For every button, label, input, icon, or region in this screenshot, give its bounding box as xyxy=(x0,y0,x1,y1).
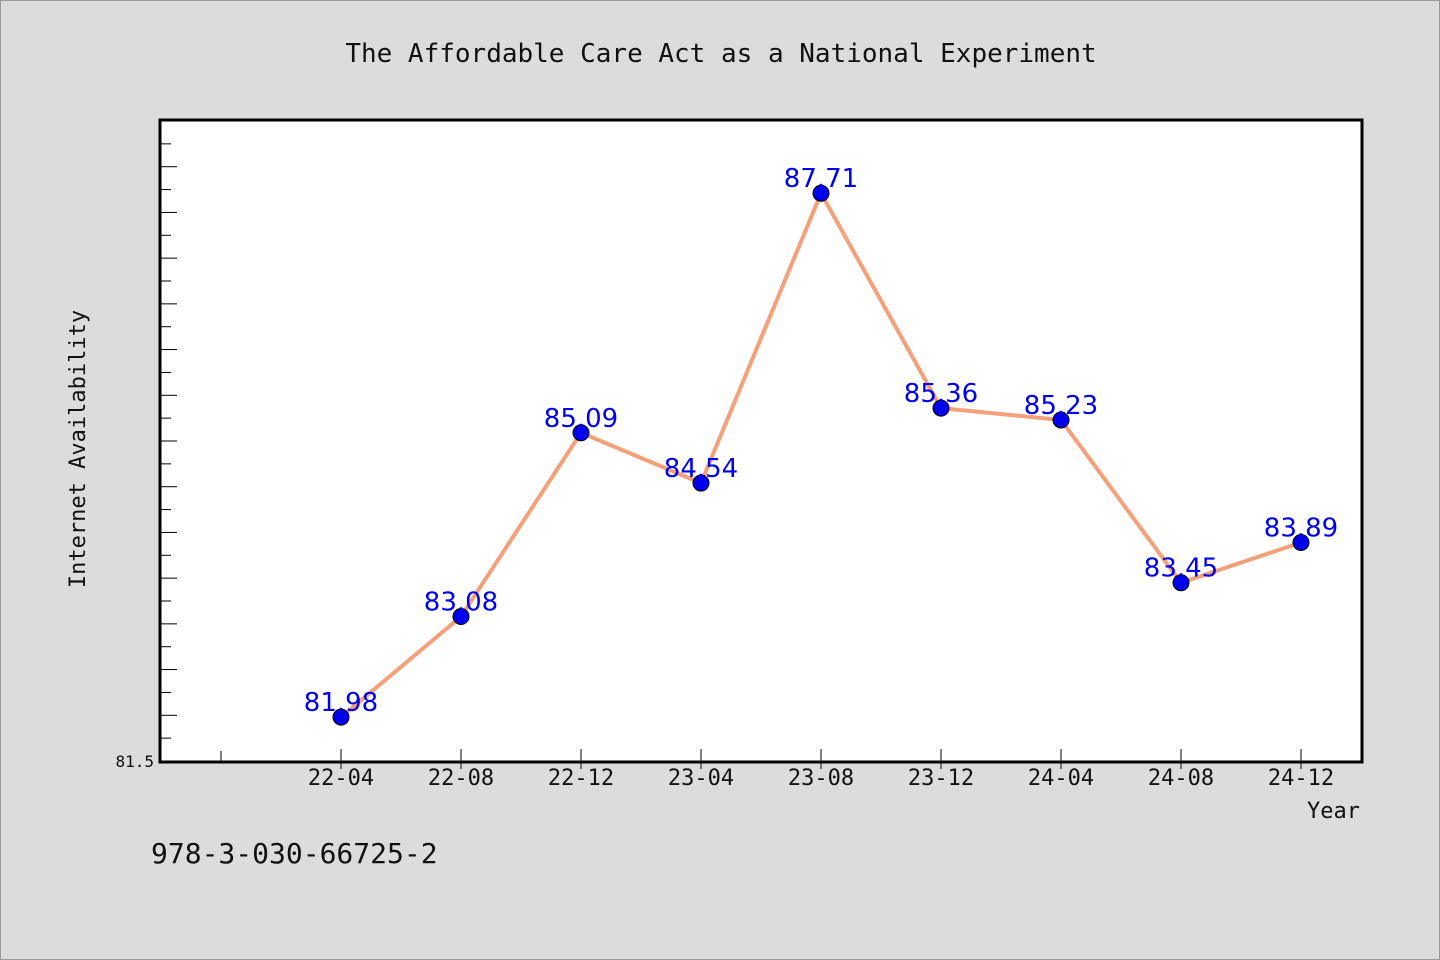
series-group: 81.98 83.08 85.09 84.54 87.71 85.36 85.23 83.45… xyxy=(304,164,1338,726)
plot-area xyxy=(158,118,1364,764)
x-tick-label: 23-04 xyxy=(668,766,734,791)
data-point xyxy=(1292,533,1310,551)
x-tick-label: 24-04 xyxy=(1028,766,1094,791)
y-axis-label: Internet Availability xyxy=(66,310,91,588)
data-label: 87.71 xyxy=(784,164,858,194)
data-point xyxy=(932,399,950,417)
x-tick-label: 22-08 xyxy=(428,766,494,791)
data-point xyxy=(812,184,830,202)
x-tick-label: 23-12 xyxy=(908,766,974,791)
y-tick-label-min: 81.5 xyxy=(115,752,154,771)
data-point xyxy=(452,608,470,626)
x-tick-label: 22-12 xyxy=(548,766,614,791)
x-tick-label: 22-04 xyxy=(308,766,374,791)
x-axis-label: Year xyxy=(1307,799,1360,824)
x-tick-label: 24-12 xyxy=(1268,766,1334,791)
x-tick-label: 24-08 xyxy=(1148,766,1214,791)
data-point xyxy=(1052,411,1070,429)
data-label: 85.09 xyxy=(544,404,618,434)
data-label: 83.08 xyxy=(424,588,498,618)
data-label: 81.98 xyxy=(304,688,378,718)
y-axis-ticks xyxy=(161,120,177,762)
x-axis-ticks: 22-04 22-08 22-12 23-04 23-08 23-12 24-04 24-08… xyxy=(220,749,1334,791)
data-point xyxy=(332,708,350,726)
data-point xyxy=(692,474,710,492)
data-label: 85.36 xyxy=(904,379,978,409)
data-label: 83.89 xyxy=(1264,513,1338,543)
data-label: 83.45 xyxy=(1144,554,1218,584)
data-point xyxy=(572,424,590,442)
data-point xyxy=(1172,574,1190,592)
x-tick-label: 23-08 xyxy=(788,766,854,791)
data-label: 84.54 xyxy=(664,454,738,484)
isbn-text: 978-3-030-66725-2 xyxy=(151,837,438,870)
data-label: 85.23 xyxy=(1024,391,1098,421)
chart-title: The Affordable Care Act as a National Ex… xyxy=(345,39,1096,69)
